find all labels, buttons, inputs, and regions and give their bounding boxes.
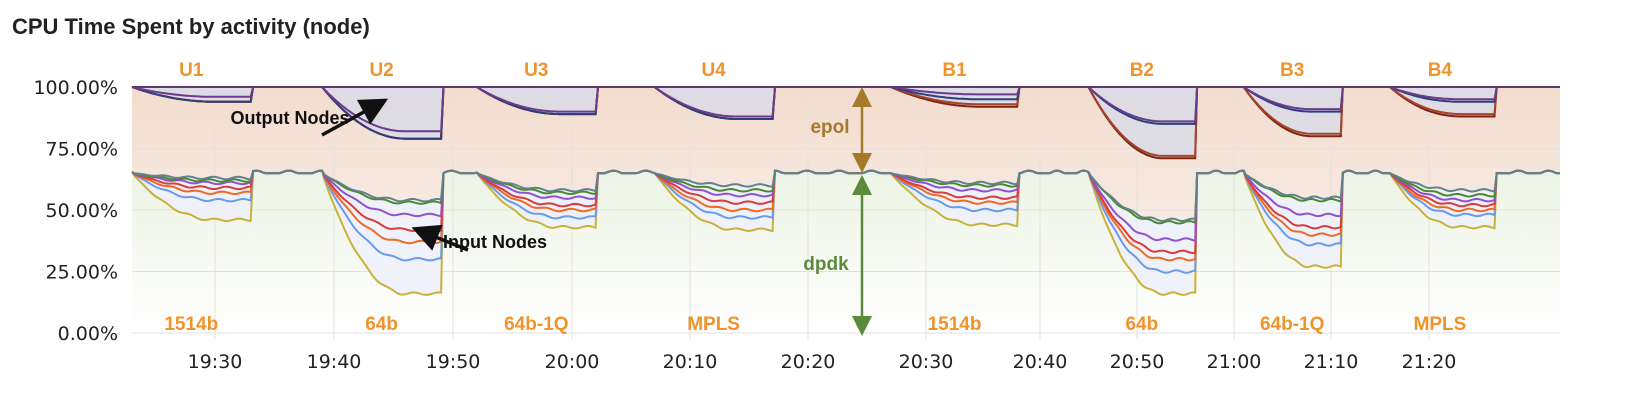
x-tick-label: 21:10 [1304, 351, 1359, 373]
x-tick-label: 21:00 [1207, 351, 1262, 373]
dpdk-label: dpdk [803, 254, 849, 275]
output-nodes-fill [1088, 87, 1196, 159]
input-nodes-arrow [411, 224, 469, 252]
segment-bottom-label: 1514b [928, 314, 982, 335]
segment-top-label: B3 [1280, 60, 1304, 81]
x-tick-label: 19:30 [188, 351, 243, 373]
output-nodes-fill [476, 87, 596, 115]
epol-label: epol [810, 117, 849, 138]
segment-bottom-label: 64b-1Q [1260, 314, 1324, 335]
chart-title: CPU Time Spent by activity (node) [12, 14, 370, 39]
input-node-series-0 [131, 169, 1560, 223]
x-tick-label: 20:50 [1110, 351, 1165, 373]
y-tick-label: 25.00% [46, 262, 118, 284]
input-nodes-annotation: Input Nodes [443, 232, 547, 252]
segment-bottom-label: 1514b [164, 314, 218, 335]
input-node-series-6 [131, 169, 1560, 296]
segment-bottom-label: MPLS [1414, 314, 1467, 335]
dpdk-area [132, 170, 1560, 333]
x-tick-label: 19:50 [426, 351, 481, 373]
x-tick-label: 20:40 [1013, 351, 1068, 373]
output-nodes-annotation: Output Nodes [231, 108, 350, 128]
x-tick-label: 21:20 [1402, 351, 1457, 373]
y-tick-label: 0.00% [58, 323, 118, 345]
segment-top-label: B4 [1428, 60, 1453, 81]
segment-top-label: U4 [701, 60, 726, 81]
x-tick-label: 20:20 [781, 351, 836, 373]
segment-top-label: U3 [524, 60, 548, 81]
segment-top-label: U2 [369, 60, 393, 81]
y-tick-label: 50.00% [46, 200, 118, 222]
segment-top-label: B1 [942, 60, 967, 81]
y-tick-label: 75.00% [46, 139, 118, 161]
epol-area [132, 87, 1560, 222]
x-tick-label: 19:40 [307, 351, 362, 373]
segment-bottom-label: MPLS [687, 314, 740, 335]
segment-bottom-label: 64b [365, 314, 398, 335]
segment-bottom-label: 64b-1Q [504, 314, 568, 335]
segment-top-label: B2 [1130, 60, 1154, 81]
x-tick-label: 20:00 [545, 351, 600, 373]
x-tick-label: 20:10 [663, 351, 718, 373]
segment-top-label: U1 [179, 60, 204, 81]
segment-bottom-label: 64b [1125, 314, 1158, 335]
y-tick-label: 100.00% [33, 77, 118, 99]
output-nodes-arrow [321, 98, 389, 137]
x-tick-label: 20:30 [899, 351, 954, 373]
output-nodes-fill [654, 87, 773, 119]
output-nodes-fill [132, 87, 251, 102]
